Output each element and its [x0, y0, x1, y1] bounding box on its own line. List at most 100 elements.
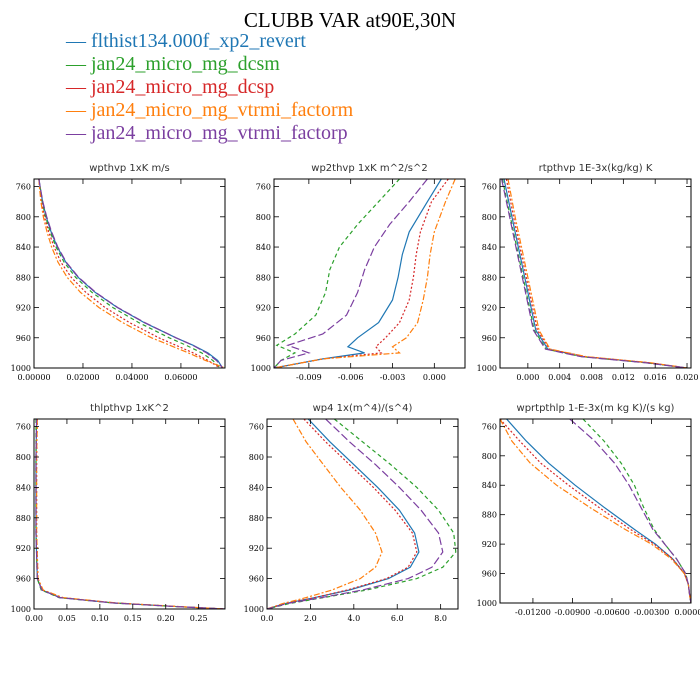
series-line-5: [501, 179, 688, 368]
x-tick-label: -0.01200: [515, 608, 551, 617]
series-line-5: [267, 419, 444, 609]
plot-frame: [499, 418, 692, 604]
x-tick-label: 0.10: [91, 614, 109, 623]
series-line-3: [36, 419, 225, 609]
panel-title: wp2thvp 1xK m^2/s^2: [311, 163, 427, 174]
x-tick-label: -0.009: [296, 373, 322, 382]
y-tick-label: 760: [16, 423, 31, 432]
y-tick-label: 880: [16, 273, 31, 282]
panel-title: wp4 1x(m^4)/(s^4): [313, 403, 413, 414]
y-tick-label: 760: [482, 422, 497, 431]
panel-title: thlpthvp 1xK^2: [90, 403, 169, 414]
series-line-1: [503, 179, 688, 368]
y-tick-label: 920: [16, 544, 31, 553]
series-line-2: [38, 179, 221, 368]
panel-2: wp2thvp 1xK m^2/s^2 760 800 840 880 920 960 100…: [251, 163, 466, 382]
x-tick-label: 0.016: [644, 373, 667, 382]
series-line-1: [267, 419, 420, 609]
panel-1: wpthvp 1xK m/s 760 800 840 880 920 960 10000.00…: [11, 163, 226, 382]
panel-title: rtpthvp 1E-3x(kg/kg) K: [539, 163, 653, 174]
y-tick-label: 800: [482, 213, 497, 222]
y-tick-label: 960: [16, 334, 31, 343]
series-line-3: [38, 179, 221, 368]
series-line-1: [38, 179, 224, 368]
panel-3: rtpthvp 1E-3x(kg/kg) K 760 800 840 880 920 960…: [477, 163, 699, 382]
y-tick-label: 1000: [11, 605, 31, 614]
y-tick-label: 1000: [477, 364, 497, 373]
series-line-4: [38, 179, 225, 368]
plot-frame: [273, 178, 466, 369]
panel-title: wprtpthlp 1-E-3x(m kg K)/(s kg): [517, 403, 675, 414]
x-tick-label: 0.25: [190, 614, 208, 623]
plot-frame: [33, 418, 226, 610]
y-tick-label: 1000: [477, 599, 497, 608]
x-tick-label: 0.20: [157, 614, 175, 623]
x-tick-label: 0.008: [580, 373, 603, 382]
y-tick-label: 840: [249, 483, 264, 492]
series-line-5: [569, 419, 691, 603]
y-tick-label: 960: [482, 570, 497, 579]
x-tick-label: 0.05: [58, 614, 76, 623]
panel-5: wp4 1x(m^4)/(s^4) 760 800 840 880 920 960 10000…: [244, 403, 459, 623]
y-tick-label: 840: [256, 243, 271, 252]
legend-item-series-1: — flthist134.000f_xp2_revert: [66, 30, 306, 52]
chart-title: CLUBB VAR at90E,30N: [243, 8, 457, 32]
legend-item-series-2: — jan24_micro_mg_dcsm: [66, 53, 280, 75]
y-tick-label: 800: [256, 213, 271, 222]
series-line-3: [274, 179, 449, 368]
y-tick-label: 840: [482, 243, 497, 252]
plot-frame: [266, 418, 459, 610]
x-tick-label: -0.00300: [634, 608, 670, 617]
y-tick-label: 960: [16, 575, 31, 584]
legend: — flthist134.000f_xp2_revert — jan24_mic…: [66, 30, 353, 145]
x-tick-label: 0.000: [423, 373, 446, 382]
legend-item-series-3: — jan24_micro_mg_dcsp: [66, 76, 275, 98]
x-tick-label: 8.0: [434, 614, 447, 623]
series-line-3: [500, 419, 691, 603]
series-line-5: [274, 179, 428, 368]
series-line-3: [267, 419, 418, 609]
x-tick-label: 0.0: [261, 614, 274, 623]
y-tick-label: 760: [249, 423, 264, 432]
series-line-4: [267, 419, 383, 609]
x-tick-label: 0.020: [676, 373, 699, 382]
y-tick-label: 880: [249, 514, 264, 523]
x-tick-label: -0.003: [380, 373, 406, 382]
series-line-2: [267, 419, 457, 609]
y-tick-label: 920: [16, 304, 31, 313]
series-line-3: [505, 179, 688, 368]
plot-frame: [33, 178, 226, 369]
x-tick-label: 0.04000: [115, 373, 148, 382]
series-line-1: [274, 179, 442, 368]
y-tick-label: 760: [16, 183, 31, 192]
x-tick-label: -0.00600: [594, 608, 630, 617]
series-line-4: [500, 419, 691, 603]
y-tick-label: 920: [256, 304, 271, 313]
series-line-4: [36, 419, 225, 609]
series-line-4: [274, 179, 456, 368]
x-tick-label: 0.012: [612, 373, 635, 382]
y-tick-label: 1000: [244, 605, 264, 614]
legend-item-series-4: — jan24_micro_mg_vtrmi_factorm: [66, 99, 354, 121]
series-line-1: [35, 419, 225, 609]
x-tick-label: 0.00000: [17, 373, 50, 382]
series-line-2: [274, 179, 400, 368]
series-line-1: [506, 419, 691, 603]
x-tick-label: -0.00900: [555, 608, 591, 617]
x-tick-label: 0.000: [516, 373, 539, 382]
plot-frame: [499, 178, 692, 369]
legend-item-series-5: — jan24_micro_mg_vtrmi_factorp: [66, 122, 348, 144]
y-tick-label: 840: [16, 483, 31, 492]
x-tick-label: 4.0: [347, 614, 360, 623]
y-tick-label: 960: [256, 334, 271, 343]
y-tick-label: 960: [249, 575, 264, 584]
series-line-4: [507, 179, 688, 368]
x-tick-label: -0.006: [338, 373, 364, 382]
x-tick-label: 0.00000: [674, 608, 700, 617]
y-tick-label: 760: [256, 183, 271, 192]
x-tick-label: 0.06000: [164, 373, 197, 382]
x-tick-label: 0.004: [548, 373, 571, 382]
series-line-5: [38, 179, 224, 368]
x-tick-label: 2.0: [304, 614, 317, 623]
